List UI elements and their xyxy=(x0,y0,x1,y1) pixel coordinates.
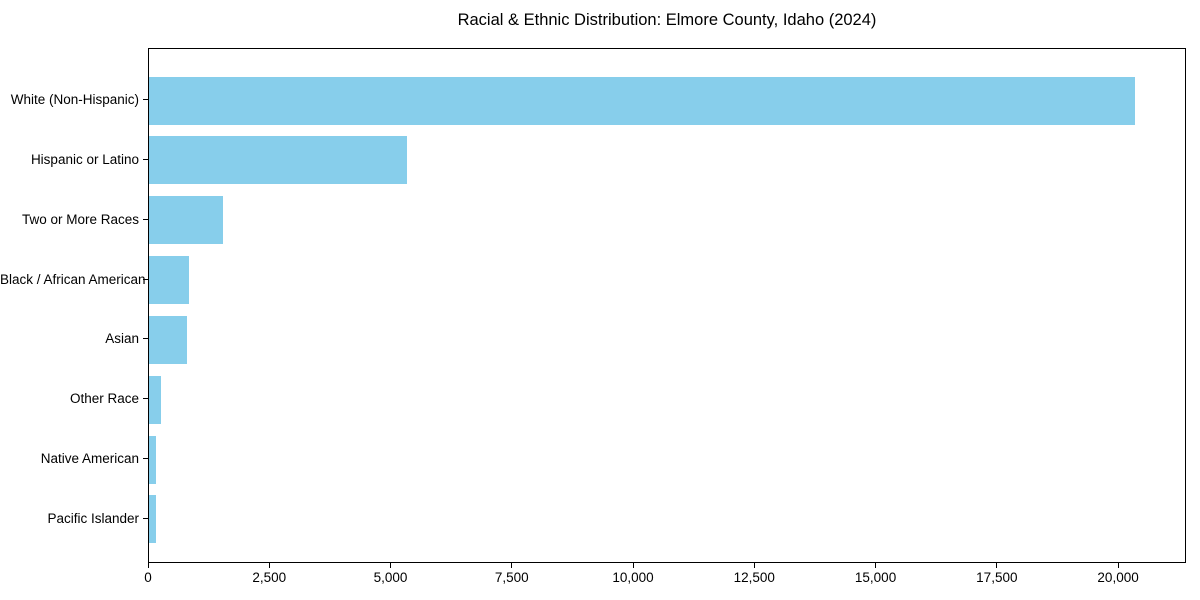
bar-native-american xyxy=(149,435,157,484)
x-tick-mark xyxy=(1117,563,1119,568)
x-tick-mark xyxy=(390,563,392,568)
y-tick-label-other-race: Other Race xyxy=(69,391,139,407)
x-tick-label: 20,000 xyxy=(1097,570,1139,585)
bar-asian xyxy=(149,315,187,364)
y-tick-label-asian: Asian xyxy=(105,331,139,347)
x-tick-label: 2,500 xyxy=(252,570,287,585)
y-tick-mark xyxy=(143,398,148,400)
y-tick-mark xyxy=(143,517,148,519)
y-tick-mark xyxy=(143,338,148,340)
y-tick-mark xyxy=(143,218,148,220)
x-tick-label: 0 xyxy=(144,570,152,585)
x-tick-label: 17,500 xyxy=(976,570,1018,585)
bar-pacific-islander xyxy=(149,495,156,544)
plot-area xyxy=(148,48,1186,563)
x-tick-mark xyxy=(632,563,634,568)
y-tick-mark xyxy=(143,458,148,460)
y-tick-label-two-or-more-races: Two or More Races xyxy=(21,211,139,227)
x-tick-label: 15,000 xyxy=(854,570,897,585)
x-tick-mark xyxy=(268,563,270,568)
x-tick-mark xyxy=(511,563,513,568)
bar-black-african-american xyxy=(149,256,190,305)
y-tick-mark xyxy=(143,158,148,160)
x-tick-label: 5,000 xyxy=(373,570,408,585)
x-tick-mark xyxy=(753,563,755,568)
x-tick-label: 12,500 xyxy=(733,570,775,585)
x-tick-mark xyxy=(875,563,877,568)
y-tick-mark xyxy=(143,99,148,100)
y-tick-label-hispanic-or-latino: Hispanic or Latino xyxy=(30,151,139,167)
y-tick-mark xyxy=(143,278,148,280)
bar-white-non-hispanic xyxy=(149,76,1136,125)
bar-two-or-more-races xyxy=(149,196,223,245)
bar-other-race xyxy=(149,375,162,424)
x-tick-label: 10,000 xyxy=(612,570,654,585)
x-tick-label: 7,500 xyxy=(494,570,529,585)
y-tick-label-native-american: Native American xyxy=(40,451,139,467)
y-tick-label-white-non-hispanic: White (Non-Hispanic) xyxy=(10,92,139,107)
chart-title: Racial & Ethnic Distribution: Elmore Cou… xyxy=(457,11,877,29)
x-tick-mark xyxy=(996,563,998,568)
y-tick-label-black-african-american: Black / African American xyxy=(0,271,146,287)
y-tick-label-pacific-islander: Pacific Islander xyxy=(47,510,139,526)
bar-hispanic-or-latino xyxy=(149,136,408,185)
x-tick-mark xyxy=(147,563,149,568)
